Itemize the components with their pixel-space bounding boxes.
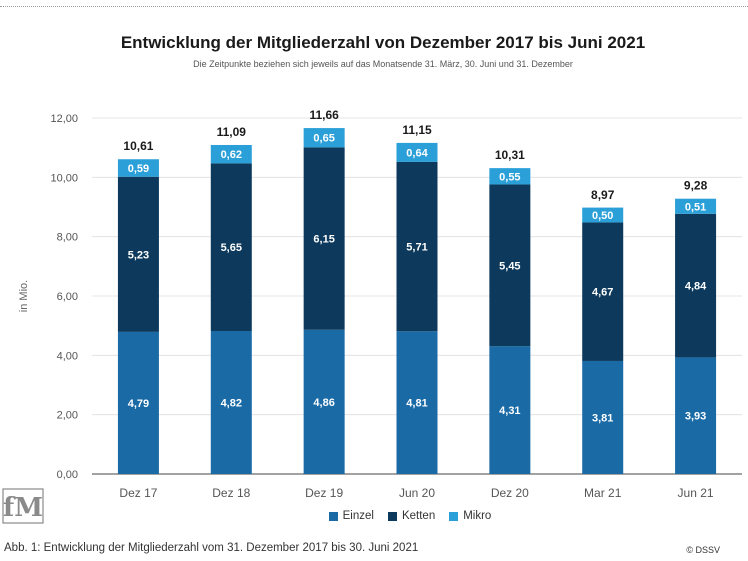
- bar-segment-mikro: [303, 128, 345, 148]
- y-tick-label: 12,00: [50, 113, 78, 125]
- chart-legend: Einzel Ketten Mikro: [0, 510, 748, 522]
- y-tick-label: 0,00: [57, 469, 78, 481]
- chart-title: Entwicklung der Mitgliederzahl von Dezem…: [120, 33, 646, 52]
- bar-value-label: 4,81: [406, 398, 427, 410]
- bar-value-label: 5,45: [499, 260, 520, 272]
- bar-segment-einzel: [117, 331, 159, 474]
- bar-segment-mikro: [117, 159, 159, 177]
- copyright-notice: © DSSV: [686, 545, 720, 555]
- fm-logo: fM: [2, 488, 44, 524]
- bar-value-label: 5,71: [406, 242, 427, 254]
- figure-caption: Abb. 1: Entwicklung der Mitgliederzahl v…: [4, 542, 419, 554]
- bar-segment-ketten: [117, 176, 159, 332]
- bar-value-label: 0,51: [685, 201, 706, 213]
- bar-segment-einzel: [210, 331, 252, 474]
- bar-value-label: 4,82: [221, 398, 242, 410]
- x-tick-label: Dez 18: [212, 486, 250, 500]
- bar-value-label: 4,31: [499, 405, 520, 417]
- chart-subtitle: Die Zeitpunkte beziehen sich jeweils auf…: [193, 59, 573, 69]
- bar-total-label: 11,15: [402, 123, 432, 137]
- legend-label-einzel: Einzel: [342, 510, 374, 522]
- bar-total-label: 8,97: [591, 188, 615, 202]
- bar-segment-mikro: [582, 207, 624, 223]
- bar-segment-mikro: [489, 168, 531, 185]
- y-tick-label: 6,00: [57, 291, 78, 303]
- bar-value-label: 4,67: [592, 287, 613, 299]
- x-tick-label: Jun 21: [678, 486, 714, 500]
- legend-swatch-ketten: [387, 511, 397, 521]
- bar-segment-ketten: [303, 147, 345, 330]
- bar-value-label: 0,59: [128, 163, 149, 175]
- bar-segment-ketten: [675, 213, 717, 358]
- legend-item-ketten: Ketten: [387, 510, 436, 522]
- x-tick-label: Jun 20: [399, 486, 435, 500]
- bar-value-label: 4,86: [313, 397, 334, 409]
- x-tick-label: Dez 17: [119, 486, 157, 500]
- bar-value-label: 5,65: [221, 242, 242, 254]
- bar-segment-einzel: [489, 346, 531, 474]
- bar-value-label: 0,50: [592, 210, 613, 222]
- bar-value-label: 4,84: [685, 281, 707, 293]
- bar-segment-einzel: [396, 331, 438, 474]
- bar-value-label: 3,93: [685, 411, 706, 423]
- bar-total-label: 10,61: [123, 139, 153, 153]
- y-tick-label: 2,00: [57, 410, 78, 422]
- y-tick-label: 10,00: [50, 172, 78, 184]
- bar-segment-einzel: [303, 329, 345, 474]
- legend-item-mikro: Mikro: [449, 510, 491, 522]
- bar-value-label: 0,62: [221, 149, 242, 161]
- legend-swatch-einzel: [328, 511, 338, 521]
- top-divider: [0, 6, 748, 7]
- bar-segment-mikro: [396, 142, 438, 162]
- x-tick-label: Mar 21: [584, 486, 622, 500]
- bar-total-label: 9,28: [684, 179, 708, 193]
- x-tick-label: Dez 19: [305, 486, 343, 500]
- bar-segment-mikro: [675, 198, 717, 214]
- bar-value-label: 0,64: [406, 147, 428, 159]
- y-tick-label: 4,00: [57, 350, 78, 362]
- bar-total-label: 10,31: [495, 148, 525, 162]
- bar-segment-einzel: [582, 360, 624, 474]
- bar-value-label: 4,79: [128, 398, 149, 410]
- bar-segment-ketten: [396, 161, 438, 332]
- bar-total-label: 11,09: [217, 125, 247, 139]
- legend-item-einzel: Einzel: [328, 510, 374, 522]
- bar-value-label: 0,65: [313, 133, 334, 145]
- legend-label-mikro: Mikro: [463, 510, 492, 522]
- bar-segment-ketten: [489, 184, 531, 347]
- bar-value-label: 3,81: [592, 412, 613, 424]
- legend-label-ketten: Ketten: [401, 510, 436, 522]
- bar-value-label: 5,23: [128, 249, 149, 261]
- x-tick-label: Dez 20: [491, 486, 529, 500]
- bar-value-label: 6,15: [313, 234, 334, 246]
- bar-segment-ketten: [582, 222, 624, 361]
- bar-segment-mikro: [210, 144, 252, 164]
- bar-segment-einzel: [675, 357, 717, 474]
- bar-value-label: 0,55: [499, 171, 520, 183]
- bar-segment-ketten: [210, 163, 252, 332]
- y-axis-label: in Mio.: [18, 280, 30, 312]
- y-tick-label: 8,00: [57, 232, 78, 244]
- logo-text: fM: [3, 493, 43, 523]
- bar-total-label: 11,66: [309, 108, 339, 122]
- legend-swatch-mikro: [449, 511, 459, 521]
